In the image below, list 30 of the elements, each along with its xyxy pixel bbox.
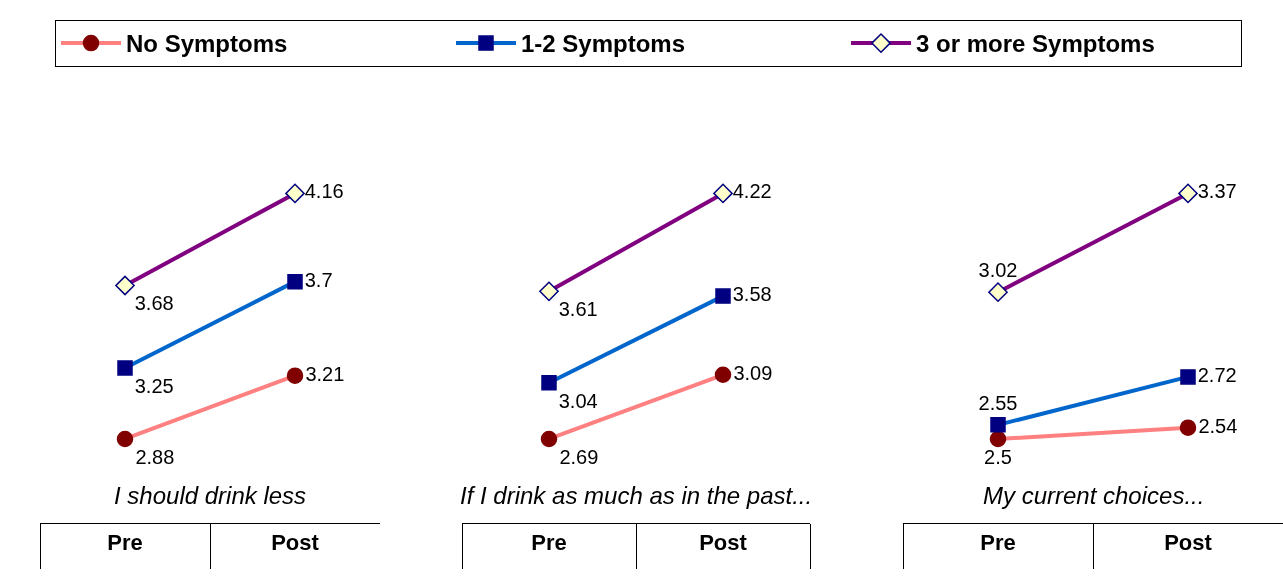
data-label: 2.88: [135, 446, 175, 469]
x-tick-label: Post: [1164, 530, 1213, 556]
data-label: 3.25: [134, 374, 174, 397]
x-tick-label: Post: [271, 530, 320, 556]
data-label: 3.61: [558, 298, 598, 321]
data-label: 2.54: [1198, 414, 1238, 437]
data-label: 3.09: [733, 361, 773, 384]
data-label: 4.22: [732, 180, 772, 203]
data-label: 3.58: [732, 283, 772, 306]
text: My current choices...: [983, 482, 1205, 509]
data-label: 3.04: [558, 389, 598, 412]
data-label: 4.16: [304, 180, 344, 203]
data-label: 3.21: [305, 362, 345, 385]
data-label: 2.5: [984, 446, 1012, 469]
data-label: 2.72: [1197, 363, 1237, 386]
data-label: 3.7: [304, 268, 333, 291]
legend-label: No Symptoms: [126, 30, 288, 58]
legend-label: 1-2 Symptoms: [521, 30, 686, 58]
data-label: 3.02: [978, 259, 1018, 282]
text: I should drink less: [114, 482, 307, 509]
x-tick-label: Pre: [980, 530, 1016, 556]
x-tick-label: Pre: [107, 530, 143, 556]
text: If I drink as much as in the past...: [460, 482, 813, 509]
x-tick-label: Post: [699, 530, 748, 556]
legend-label: 3 or more Symptoms: [916, 30, 1155, 58]
data-label: 3.68: [134, 292, 174, 315]
data-label: 3.37: [1197, 180, 1237, 203]
data-label: 2.55: [978, 392, 1018, 415]
data-label: 2.69: [559, 446, 599, 469]
x-tick-label: Pre: [531, 530, 567, 556]
